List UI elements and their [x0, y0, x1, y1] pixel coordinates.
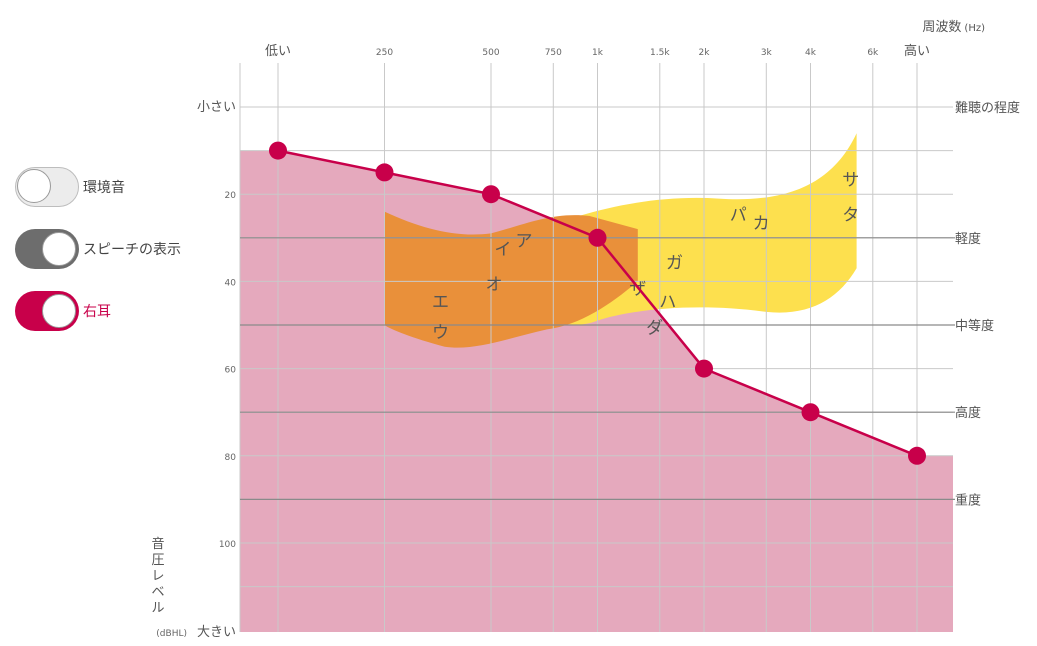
y-axis-title-char: ベ [151, 585, 164, 600]
speech-display-toggle[interactable]: スピーチの表示 [15, 229, 215, 269]
toggle-panel: 環境音 スピーチの表示 右耳 [15, 167, 215, 353]
x-tick-label: 6k [867, 48, 879, 58]
x-tick-label: 500 [482, 48, 499, 58]
x-axis-title: 周波数 (Hz) [922, 20, 985, 35]
speech-sound-label: イ [494, 240, 511, 260]
severity-label: 軽度 [955, 231, 981, 247]
y-tick-label: 20 [225, 191, 237, 201]
right-ear-point [908, 446, 926, 465]
ambient-sound-toggle[interactable]: 環境音 [15, 167, 215, 207]
switch-knob [42, 294, 76, 328]
right-ear-points [269, 141, 926, 465]
ambient-sound-label: 環境音 [83, 180, 125, 196]
right-ear-point [695, 359, 713, 378]
x-axis-high-label: 高い [904, 43, 930, 59]
right-ear-toggle[interactable]: 右耳 [15, 291, 215, 331]
speech-sound-label: ガ [666, 253, 683, 273]
speech-display-switch[interactable] [15, 229, 79, 269]
right-ear-point [588, 228, 607, 247]
x-tick-label: 750 [545, 48, 562, 58]
switch-knob [17, 169, 51, 203]
x-tick-label: 1.5k [650, 48, 670, 58]
y-axis-title-char: ル [151, 601, 164, 616]
right-ear-point [801, 403, 820, 422]
speech-sound-label: サ [842, 170, 859, 190]
x-tick-label: 250 [376, 48, 393, 58]
y-axis-unit: (dBHL) [156, 629, 187, 639]
right-ear-point [482, 185, 500, 204]
right-ear-switch[interactable] [15, 291, 79, 331]
speech-sound-label: タ [842, 205, 859, 225]
severity-label: 高度 [955, 405, 981, 421]
x-axis-low-label: 低い [265, 44, 291, 59]
severity-label: 重度 [955, 492, 981, 508]
x-tick-label: 3k [761, 48, 773, 58]
y-tick-label: 100 [219, 540, 236, 550]
x-tick-label: 1k [592, 48, 604, 58]
axis-labels: 周波数 (Hz) 低い 高い 250 500 750 1k 1.5k 2k 3k 4k 6k 小さい 20 4… [151, 20, 985, 640]
right-ear-point [269, 141, 287, 160]
y-tick-label: 40 [225, 278, 237, 288]
switch-knob [42, 232, 76, 266]
x-tick-label: 2k [699, 48, 711, 58]
right-ear-label: 右耳 [83, 304, 111, 320]
speech-display-label: スピーチの表示 [83, 242, 181, 258]
speech-banana-orange [384, 211, 638, 348]
speech-sound-label: オ [486, 275, 503, 295]
y-axis-title-char: レ [151, 569, 164, 584]
ambient-sound-switch[interactable] [15, 167, 79, 207]
y-tick-label: 80 [225, 453, 237, 463]
severity-label: 中等度 [955, 318, 994, 334]
y-axis-top-label: 小さい [197, 100, 236, 115]
speech-sound-label: エ [432, 293, 449, 313]
x-tick-label: 4k [805, 48, 817, 58]
speech-sound-label: ダ [646, 319, 663, 339]
severity-title: 難聴の程度 [955, 100, 1020, 116]
y-axis-bottom-label: 大きい [197, 625, 236, 640]
right-ear-point [375, 163, 394, 182]
y-axis-title-char: 音 [151, 536, 164, 552]
speech-sound-label: ウ [432, 323, 449, 343]
speech-sound-label: ハ [659, 293, 676, 313]
speech-sound-label: カ [753, 214, 770, 234]
speech-sound-label: ア [516, 232, 533, 252]
y-tick-label: 60 [225, 366, 237, 376]
y-axis-title-char: 圧 [151, 553, 164, 568]
speech-sound-label: パ [730, 205, 747, 225]
